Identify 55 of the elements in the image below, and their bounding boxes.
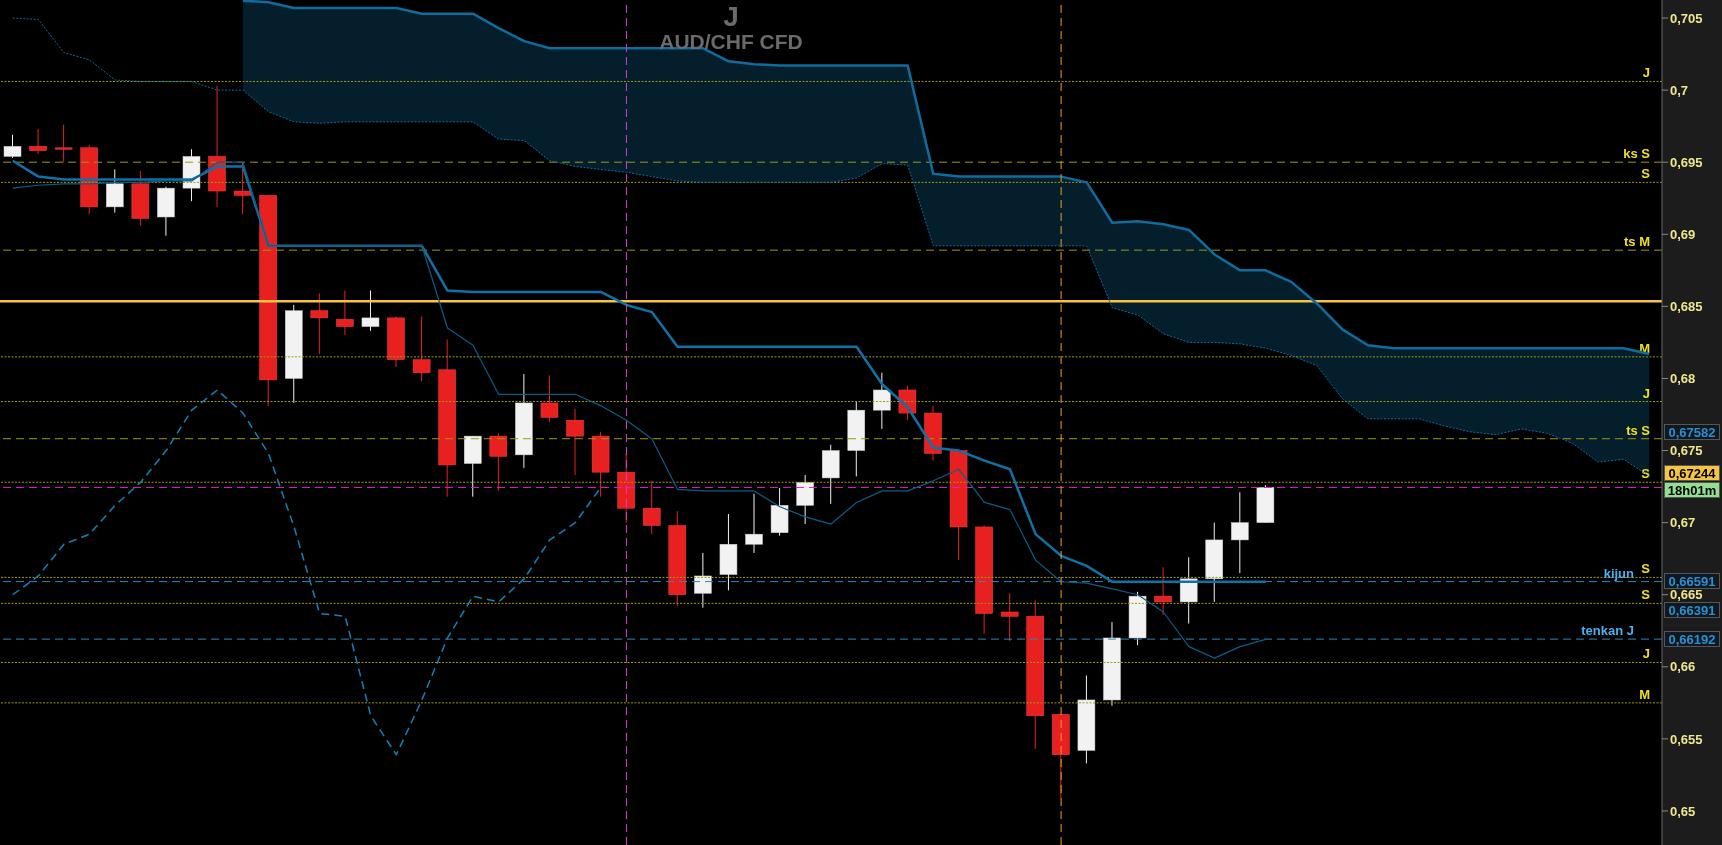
text: 0,66391	[1664, 602, 1720, 618]
y-tick-label: 0,665	[1670, 587, 1703, 603]
ref-line-label: ks S	[1623, 146, 1651, 162]
ref-line-label: S	[1641, 587, 1651, 603]
ref-line-label: J	[1642, 65, 1650, 81]
candlestick	[54, 124, 73, 163]
candlestick	[336, 290, 354, 336]
text: 0,66192	[1664, 631, 1720, 647]
y-tick-label: 0,655	[1670, 731, 1703, 747]
candlestick	[873, 372, 891, 430]
chart-title: J	[722, 1, 740, 32]
ref-line-label: S	[1641, 166, 1651, 182]
y-tick-label: 0,68	[1670, 371, 1696, 387]
y-tick-label: 0,705	[1670, 10, 1703, 26]
text: 0,67582	[1664, 424, 1720, 440]
candlestick	[412, 315, 431, 382]
y-tick-label: 0,69	[1670, 226, 1696, 242]
candlestick	[694, 552, 712, 609]
candlestick	[106, 168, 124, 214]
ref-line-label: tenkan J	[1581, 623, 1634, 639]
ref-line-label: ts M	[1624, 234, 1650, 250]
ref-line-label: kijun	[1603, 565, 1635, 581]
ref-line-label: M	[1639, 686, 1650, 702]
y-tick-label: 0,65	[1670, 803, 1696, 819]
y-tick-label: 0,695	[1670, 154, 1703, 170]
candlestick	[566, 408, 584, 476]
line-series	[12, 161, 1267, 659]
text: 18h01m	[1664, 482, 1720, 498]
text: 0,66591	[1664, 573, 1720, 589]
candlestick	[489, 432, 508, 492]
ref-line-label: J	[1642, 646, 1650, 662]
ref-line-label: S	[1641, 561, 1651, 577]
candlestick	[642, 480, 661, 535]
candlestick	[233, 161, 252, 215]
y-tick-label: 0,685	[1670, 298, 1703, 314]
candlestick	[310, 292, 329, 355]
candlestick	[540, 375, 559, 423]
y-tick-label: 0,67	[1670, 515, 1696, 531]
y-tick-label: 0,66	[1670, 659, 1696, 675]
candlestick	[1154, 566, 1172, 616]
candlestick	[1000, 592, 1019, 642]
text: AUD/CHF CFD	[659, 30, 803, 54]
candlestick	[796, 474, 814, 525]
ref-line-label: S	[1641, 466, 1651, 482]
candlestick	[3, 134, 22, 159]
y-tick-label: 0,675	[1670, 443, 1703, 459]
ref-line-label: J	[1642, 385, 1650, 401]
y-tick-label: 0,7	[1670, 82, 1689, 98]
text: 0,67244	[1664, 465, 1720, 481]
ref-line-label: ts S	[1626, 422, 1651, 438]
candlestick	[29, 128, 47, 155]
candlestick	[745, 493, 763, 554]
candlestick	[1231, 491, 1249, 574]
line-series	[12, 389, 602, 756]
candlestick	[361, 290, 380, 332]
